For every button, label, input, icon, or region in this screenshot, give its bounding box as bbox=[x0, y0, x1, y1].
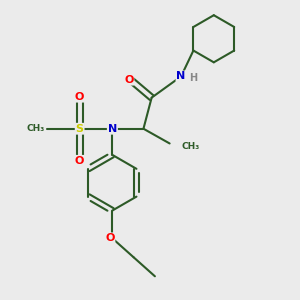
Text: H: H bbox=[189, 73, 198, 83]
Text: O: O bbox=[124, 75, 134, 85]
Text: O: O bbox=[75, 156, 84, 166]
Text: CH₃: CH₃ bbox=[181, 142, 199, 151]
Text: O: O bbox=[105, 233, 114, 243]
Text: O: O bbox=[75, 92, 84, 102]
Text: N: N bbox=[176, 71, 186, 81]
Text: N: N bbox=[108, 124, 117, 134]
Text: S: S bbox=[76, 124, 84, 134]
Text: CH₃: CH₃ bbox=[26, 124, 44, 133]
